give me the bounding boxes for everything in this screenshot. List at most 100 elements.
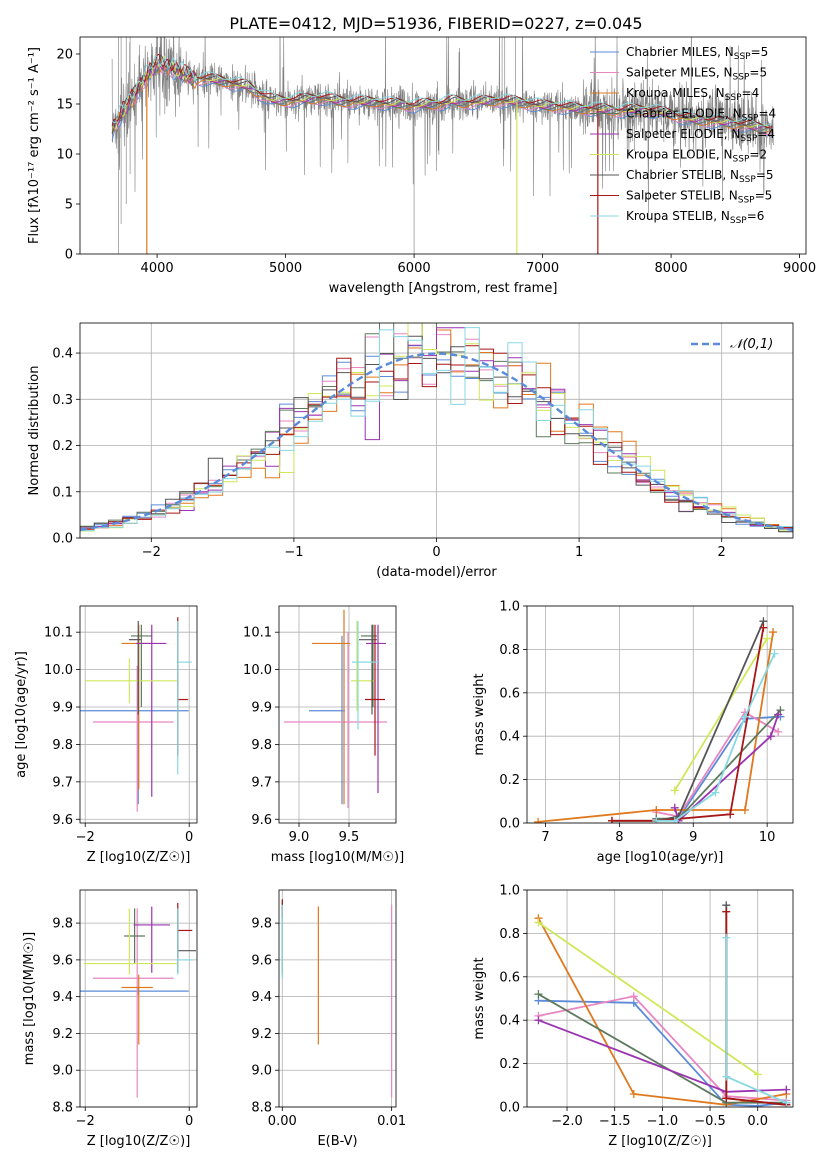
y-tick-label: 9.8 <box>52 917 73 932</box>
x-tick-label: 5000 <box>269 261 302 276</box>
x-tick-label: 8 <box>615 830 623 845</box>
plot-frame <box>79 889 198 1108</box>
x-tick-label: 0.0 <box>747 1114 768 1129</box>
x-tick-label: 9000 <box>783 261 816 276</box>
y-tick-label: 0.3 <box>52 393 73 408</box>
y-tick-label: 0.2 <box>499 773 520 788</box>
errorbar-point-chabrier-stelib <box>177 908 196 973</box>
y-tick-label: 0.2 <box>499 1057 520 1072</box>
x-axis-label: (data-model)/error <box>376 565 497 580</box>
data-marker <box>766 732 775 741</box>
series-chabrier-stelib <box>722 901 791 1107</box>
x-axis-label: Z [log10(Z/Z☉)] <box>608 1134 712 1149</box>
x-tick-label: 9.5 <box>339 830 360 845</box>
data-marker <box>652 805 661 814</box>
y-tick-label: 0.0 <box>52 532 73 547</box>
axes-residuals: −2 −1 0 1 2 0.0 0.1 0.2 0.3 0.4 (data-model)/error… <box>27 322 794 580</box>
errorbar-point-chabrier-elodie <box>124 908 145 964</box>
data-marker <box>782 1098 791 1107</box>
x-tick-label: −1 <box>284 545 303 560</box>
x-tick-label: 9 <box>689 830 697 845</box>
legend-label: Kroupa MILES, NSSP=4 <box>626 86 759 103</box>
axes-spectrum: 4000 5000 6000 7000 8000 9000 0 5 10 15 20 waveleng… <box>27 36 816 296</box>
model-spectrum-kroupa-stelib <box>111 54 773 127</box>
y-tick-label: 9.6 <box>52 813 73 828</box>
axes-mass-vs-EBV: 0.00 0.01 8.8 9.0 9.2 9.4 9.6 9.8 E(B-V) <box>251 889 406 1149</box>
plot-frame <box>278 889 397 1108</box>
y-tick-label: 9.8 <box>251 738 272 753</box>
data-marker <box>534 1016 543 1025</box>
data-marker <box>774 727 783 736</box>
y-tick-label: 0.8 <box>499 927 520 942</box>
x-tick-label: −0.5 <box>694 1114 726 1129</box>
errorbar-point-chabrier-miles <box>309 635 345 805</box>
errorbar-point-salpeter-stelib <box>177 617 189 756</box>
y-tick-label: 10 <box>56 148 73 163</box>
y-axis-label: mass weight <box>472 673 487 755</box>
plot-frame <box>278 605 397 824</box>
y-tick-label: 10.0 <box>243 663 272 678</box>
data-marker <box>629 1089 638 1098</box>
y-tick-label: 9.9 <box>52 701 73 716</box>
model-spectrum-kroupa-miles <box>111 62 773 134</box>
y-axis-label: age [log10(age/yr)] <box>14 651 29 778</box>
axes-age-vs-mass: 9.0 9.5 9.6 9.7 9.8 9.9 10.0 10.1 mass [log10(M/… <box>243 605 404 865</box>
x-tick-label: 0 <box>185 1114 193 1129</box>
y-tick-label: 9.7 <box>52 775 73 790</box>
y-tick-label: 15 <box>56 98 73 113</box>
plot-frame <box>526 889 794 1108</box>
data-marker <box>722 933 731 942</box>
y-tick-label: 9.0 <box>251 1064 272 1079</box>
errorbar-point-chabrier-elodie <box>361 624 377 708</box>
data-marker <box>722 1094 731 1103</box>
y-tick-label: 0.1 <box>52 485 73 500</box>
x-tick-label: 6000 <box>398 261 431 276</box>
data-marker <box>763 634 772 643</box>
series-line <box>656 711 779 818</box>
panels: 4000 5000 6000 7000 8000 900005101520waveleng… <box>14 36 816 1149</box>
data-marker <box>774 710 783 719</box>
y-tick-label: 0.4 <box>499 730 520 745</box>
legend-label: Chabrier ELODIE, NSSP=4 <box>626 107 776 124</box>
x-tick-label: 8000 <box>655 261 688 276</box>
y-axis-label: Normed distribution <box>27 366 42 496</box>
residual-hist-kroupa-stelib <box>80 327 793 533</box>
x-axis-label: mass [log10(M/M☉)] <box>271 850 404 865</box>
data-marker <box>711 788 720 797</box>
x-axis-label: E(B-V) <box>317 1134 357 1149</box>
x-tick-label: 1 <box>575 545 583 560</box>
y-tick-label: 0.4 <box>52 347 73 362</box>
y-tick-label: 8.8 <box>251 1101 272 1116</box>
x-tick-label: −2 <box>142 545 161 560</box>
y-tick-label: 9.2 <box>251 1027 272 1042</box>
y-tick-label: 5 <box>65 198 73 213</box>
y-axis-label: mass weight <box>472 957 487 1039</box>
data-marker <box>722 907 731 916</box>
y-tick-label: 10.1 <box>243 626 272 641</box>
model-spectrum-chabrier-stelib <box>111 54 773 134</box>
series-line <box>674 638 768 791</box>
y-tick-label: 0.6 <box>499 686 520 701</box>
x-tick-label: 0 <box>432 545 440 560</box>
x-tick-label: −2 <box>76 1114 95 1129</box>
series-line <box>537 917 787 1106</box>
errorbar-point-kroupa-stelib <box>177 620 192 775</box>
data-marker <box>534 990 543 999</box>
y-tick-label: 9.6 <box>251 813 272 828</box>
plot-frame <box>526 605 794 824</box>
errorbar-point-kroupa-stelib <box>352 620 378 730</box>
errorbar-point-salpeter-elodie <box>366 624 386 794</box>
y-axis-label: Flux [fλ10⁻¹⁷ erg cm⁻² s⁻¹ A⁻¹] <box>27 47 42 244</box>
data-marker <box>726 810 735 819</box>
data-marker <box>753 1070 762 1079</box>
x-tick-label: 10 <box>759 830 776 845</box>
errorbar-point-kroupa-miles <box>312 609 350 805</box>
errorbar-point-chabrier-elodie <box>130 624 152 708</box>
plot-frame <box>79 36 807 255</box>
data-marker <box>670 803 679 812</box>
errorbar-point-chabrier-stelib <box>128 620 141 715</box>
x-axis-label: Z [log10(Z/Z☉)] <box>87 1134 191 1149</box>
x-tick-label: −2.0 <box>551 1114 583 1129</box>
data-marker <box>722 1072 731 1081</box>
